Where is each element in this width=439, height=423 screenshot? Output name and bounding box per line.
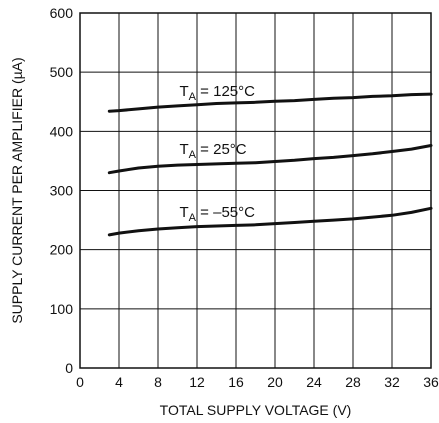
x-tick-label: 28 [345,374,361,390]
series-line-1 [107,144,433,175]
series-line-0 [107,92,433,113]
series-label-rest: = 125°C [196,83,255,100]
y-tick-label: 300 [50,183,74,199]
y-tick-label: 600 [50,5,74,21]
x-tick-label: 4 [115,374,123,390]
series-label-main: T [180,141,189,158]
series-line-2 [107,206,433,237]
y-axis-title: SUPPLY CURRENT PER AMPLIFIER (µA) [9,57,25,323]
y-tick-label: 100 [50,301,74,317]
curve-labels: TA = 125°CTA = 25°CTA = –55°C [180,83,256,224]
series-label-main: T [180,83,189,100]
series-label-sub: A [189,91,197,103]
x-tick-label: 12 [189,374,205,390]
x-tick-label: 0 [76,374,84,390]
x-tick-label: 24 [306,374,322,390]
x-tick-labels: 0 4 8 12 16 20 24 28 32 36 [76,374,439,390]
series-label-0: TA = 125°C [180,83,256,103]
y-tick-label: 0 [65,360,73,376]
series-label-rest: = 25°C [196,141,247,158]
x-tick-label: 36 [423,374,439,390]
y-tick-label: 400 [50,123,74,139]
series-label-2: TA = –55°C [180,204,256,224]
series-label-rest: = –55°C [196,204,255,221]
x-tick-label: 32 [384,374,400,390]
curves [107,92,433,237]
y-tick-label: 500 [50,64,74,80]
x-tick-label: 8 [154,374,162,390]
series-label-sub: A [189,212,197,224]
series-label-1: TA = 25°C [180,141,247,161]
series-label-sub: A [189,149,197,161]
series-label-main: T [180,204,189,221]
grid [80,13,431,368]
x-axis-title: TOTAL SUPPLY VOLTAGE (V) [160,402,352,418]
plot-frame [79,12,432,369]
y-tick-label: 200 [50,242,74,258]
x-tick-label: 16 [228,374,244,390]
y-tick-labels: 0 100 200 300 400 500 600 [50,5,74,376]
x-tick-label: 20 [267,374,283,390]
